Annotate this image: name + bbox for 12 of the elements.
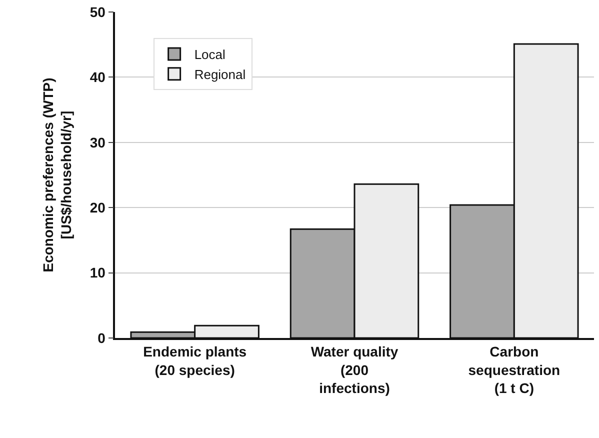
x-tick-label: Carbon sequestration (1 t C) (468, 344, 560, 396)
y-axis-title: Economic preferences (WTP) [US$/household/yr] (40, 78, 74, 272)
x-tick-label: Endemic plants (20 species) (143, 344, 247, 378)
y-tick-label: 20 (90, 200, 106, 216)
y-tick-label: 50 (90, 4, 106, 20)
legend-label: Regional (194, 67, 246, 82)
y-tick-label: 0 (98, 330, 106, 346)
y-tick-label: 10 (90, 264, 106, 281)
y-tick-label: 30 (90, 134, 106, 150)
legend-label: Local (194, 47, 226, 62)
y-tick-label: 40 (90, 69, 106, 86)
x-tick-label: Water quality (200 infections) (310, 344, 398, 396)
